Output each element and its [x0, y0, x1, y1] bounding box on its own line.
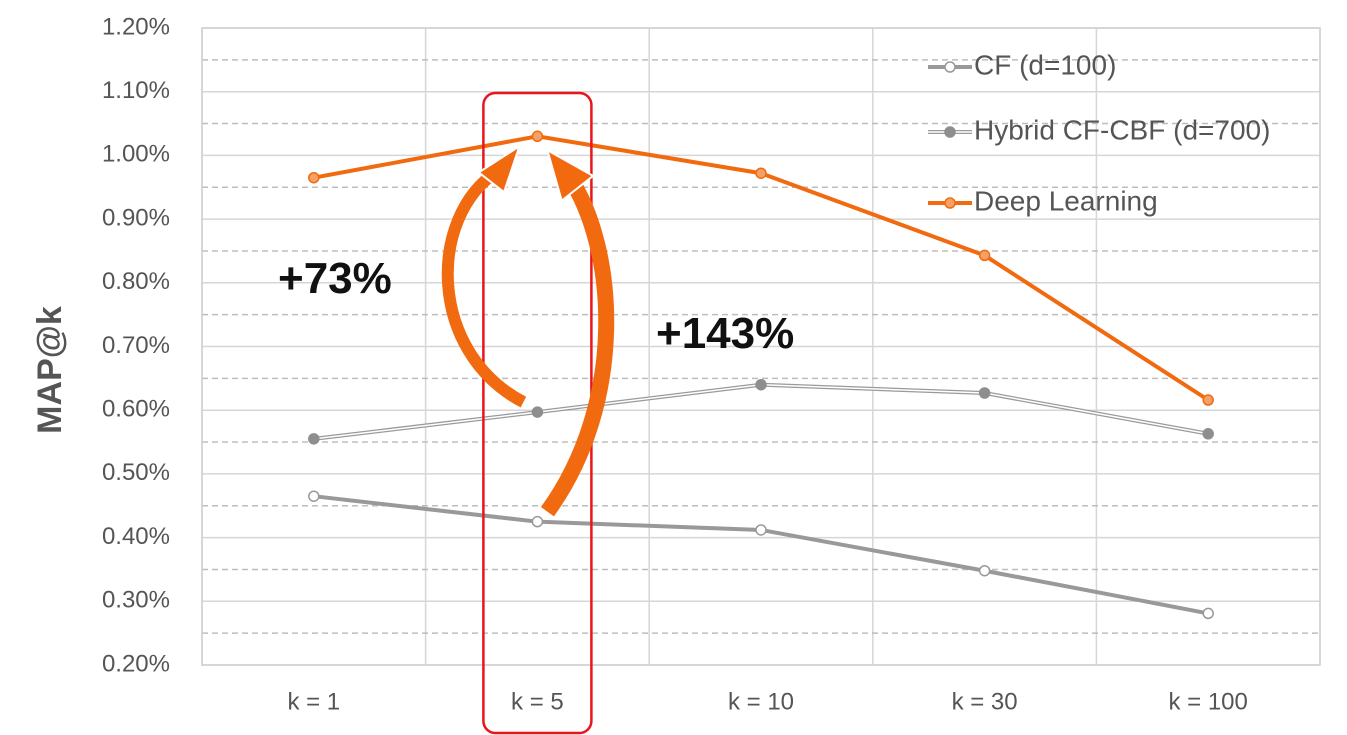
data-point — [1202, 394, 1214, 406]
data-point — [308, 433, 320, 445]
series-line-inner — [313, 383, 1209, 440]
x-tick-label: k = 1 — [287, 688, 340, 715]
legend-entry: Hybrid CF-CBF (d=700) — [928, 114, 1270, 145]
x-tick-label: k = 30 — [952, 688, 1018, 715]
data-point — [308, 490, 320, 502]
y-axis-label: MAP@k — [31, 306, 69, 434]
legend-marker — [944, 126, 956, 138]
data-point — [755, 524, 767, 536]
data-point — [1202, 607, 1214, 620]
y-tick-label: 0.80% — [102, 268, 170, 295]
y-tick-label: 0.50% — [102, 459, 170, 486]
y-tick-label: 0.70% — [102, 332, 170, 359]
axes: 0.20% 0.30% 0.40% 0.50% 0.60% 0.70% 0.80% 0.90%… — [102, 13, 1248, 715]
x-tick-label: k = 10 — [728, 688, 794, 715]
legend-entry: CF (d=100) — [928, 49, 1116, 80]
arrowhead-plus73 — [477, 143, 522, 194]
annotations: +73% +143% — [278, 143, 794, 517]
grid — [201, 27, 1321, 666]
data-point — [531, 130, 544, 143]
x-tick-label: k = 100 — [1168, 688, 1247, 715]
legend: CF (d=100) Hybrid CF-CBF (d=700) Deep Lear… — [928, 49, 1270, 216]
legend-label: Hybrid CF-CBF (d=700) — [974, 114, 1270, 145]
series-group — [308, 130, 1214, 620]
series-2 — [308, 130, 1214, 406]
series-0 — [308, 490, 1214, 620]
legend-label: CF (d=100) — [974, 49, 1116, 80]
legend-marker — [944, 61, 956, 73]
data-point — [978, 387, 991, 399]
y-tick-label: 0.40% — [102, 523, 170, 550]
y-tick-label: 1.10% — [102, 77, 170, 104]
x-tick-label: k = 5 — [511, 688, 564, 715]
y-tick-label: 0.20% — [102, 650, 170, 677]
legend-marker — [944, 197, 956, 209]
data-point — [308, 171, 320, 184]
arrow-plus73 — [441, 166, 527, 408]
y-tick-label: 1.00% — [102, 141, 170, 168]
legend-entry: Deep Learning — [928, 185, 1158, 216]
arrowhead-plus143 — [545, 148, 595, 203]
legend-label: Deep Learning — [974, 185, 1158, 216]
y-tick-label: 0.60% — [102, 396, 170, 423]
series-line — [313, 382, 1209, 441]
data-point — [531, 406, 544, 418]
data-point — [755, 167, 767, 179]
series-line — [313, 494, 1209, 616]
y-tick-label: 1.20% — [102, 13, 170, 40]
plot-frame — [201, 27, 1321, 666]
y-tick-label: 0.30% — [102, 587, 170, 614]
data-point — [531, 515, 544, 528]
annotation-label: +73% — [278, 254, 392, 303]
series-1 — [308, 378, 1214, 445]
annotation-label: +143% — [656, 309, 794, 358]
y-tick-label: 0.90% — [102, 204, 170, 231]
data-point — [755, 378, 767, 391]
data-point — [1202, 428, 1214, 440]
data-point — [978, 564, 991, 577]
arrow-plus143 — [540, 169, 615, 517]
data-point — [978, 249, 991, 262]
